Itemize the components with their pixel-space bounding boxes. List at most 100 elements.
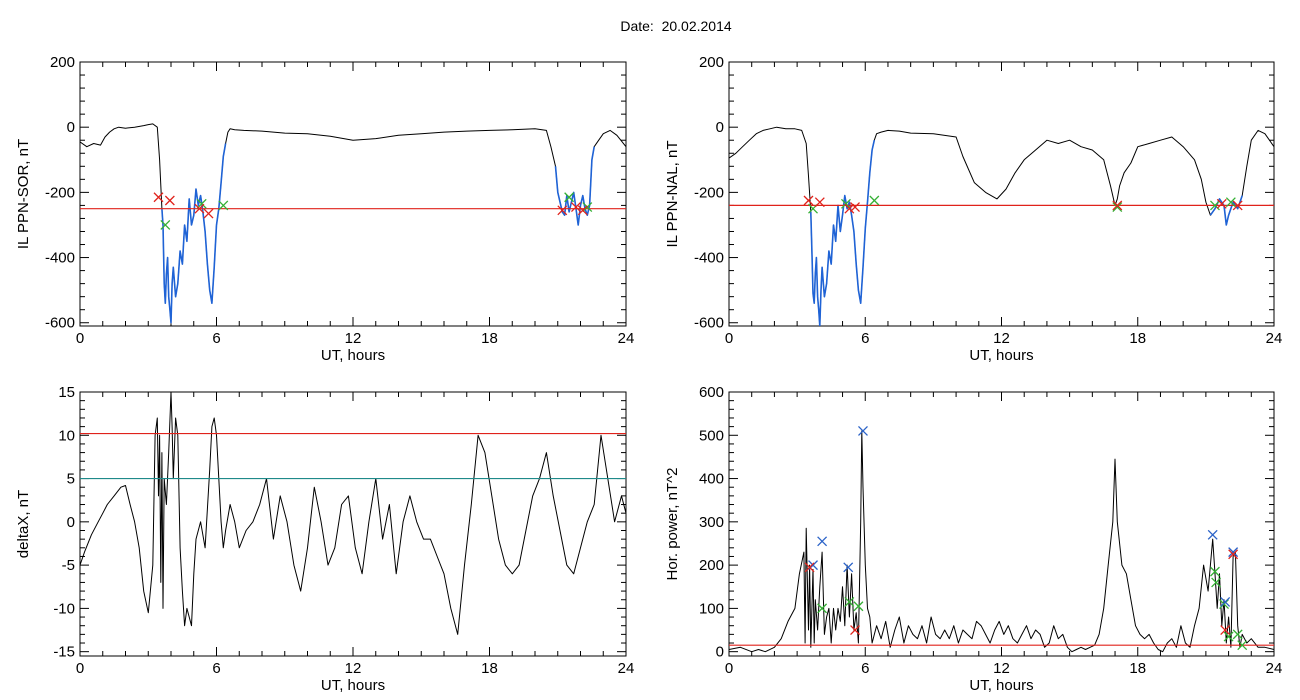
highlight-segment: [554, 146, 595, 226]
marker-red-x: [570, 202, 581, 212]
series-line: [729, 430, 1274, 653]
marker-red-x: [164, 195, 175, 206]
marker-red-x: [557, 205, 568, 216]
y-tick-label: 0: [67, 119, 75, 136]
marker-green-x: [1223, 631, 1234, 642]
y-tick-label: 600: [699, 384, 724, 401]
marker-red-x: [804, 562, 815, 573]
marker-red-x: [803, 195, 814, 206]
x-axis-label: UT, hours: [969, 677, 1033, 694]
x-tick-label: 18: [481, 660, 498, 677]
plot-frame: [79, 391, 627, 657]
x-tick-label: 6: [212, 660, 220, 677]
marker-red-x: [1232, 200, 1243, 211]
y-tick-label: -400: [694, 250, 724, 267]
y-tick-label: -400: [45, 250, 75, 267]
x-tick-label: 12: [345, 660, 362, 677]
y-axis-label: IL PPN-NAL, nT: [664, 141, 681, 248]
panel-hor-power: 0 6 12 18 24 0 100 200 300 400 500 600 UT, hours Hor.…: [664, 384, 1282, 694]
y-tick-label: 400: [699, 471, 724, 488]
marker-red-x: [850, 625, 860, 635]
date-label: Date:: [620, 18, 654, 34]
y-tick-label: 300: [699, 514, 724, 531]
marker-green-x: [844, 596, 855, 607]
y-tick-label: 200: [699, 54, 724, 71]
marker-green-x: [1211, 577, 1222, 588]
x-tick-label: 0: [76, 330, 84, 347]
plot-area: [80, 392, 626, 635]
marker-green-x: [1219, 599, 1230, 610]
marker-red-x: [844, 203, 855, 214]
marker-green-x: [218, 200, 229, 211]
marker-green-x: [582, 202, 593, 212]
figure-title: Date: 20.02.2014: [0, 18, 1300, 34]
y-axis-label: Hor. power, nT^2: [664, 468, 681, 581]
x-tick-label: 12: [993, 660, 1010, 677]
x-tick-label: 24: [618, 330, 635, 347]
marker-green-x: [840, 198, 851, 209]
marker-green-x: [1232, 629, 1243, 640]
marker-green-x: [1225, 197, 1236, 208]
panel-deltax: 0 6 12 18 24 -15 -10 -5 0 5 10 15 UT, hours deltaX, n…: [15, 384, 634, 694]
marker-red-x: [194, 203, 205, 214]
marker-green-x: [1237, 640, 1248, 651]
y-tick-label: -15: [53, 644, 75, 661]
x-tick-label: 6: [861, 330, 869, 347]
x-tick-label: 6: [861, 660, 869, 677]
x-axis-label: UT, hours: [321, 347, 385, 364]
x-tick-label: 12: [345, 330, 362, 347]
marker-red-x: [1220, 625, 1231, 635]
x-tick-label: 24: [618, 660, 635, 677]
marker-green-x: [1112, 202, 1123, 212]
x-tick-label: 18: [1129, 330, 1146, 347]
x-tick-label: 18: [1129, 660, 1146, 677]
y-axis-label: IL PPN-SOR, nT: [15, 139, 32, 249]
y-tick-label: 15: [58, 384, 75, 401]
y-tick-label: -600: [45, 315, 75, 332]
marker-green-x: [853, 601, 864, 612]
date-value: 20.02.2014: [661, 18, 732, 34]
marker-blue-x: [1207, 529, 1218, 540]
y-tick-label: -200: [45, 184, 75, 201]
y-tick-label: 0: [67, 514, 75, 531]
marker-red-x: [850, 202, 860, 212]
highlight-segment: [161, 143, 227, 324]
marker-red-x: [153, 192, 164, 203]
panel-il-ppn-nal: 0 6 12 18 24 -600 -400 -200 0 200 UT, hours IL PPN-…: [664, 54, 1282, 364]
y-tick-label: 500: [699, 427, 724, 444]
plot-area: [80, 123, 626, 324]
marker-blue-x: [1228, 547, 1239, 558]
panel-il-ppn-sor: 0 6 12 18 24 -600 -400 -200 0 200 UT, hours IL PPN-…: [15, 54, 634, 364]
y-tick-label: 5: [67, 471, 75, 488]
marker-red-x: [203, 208, 214, 219]
series-line: [80, 392, 626, 635]
y-tick-label: -600: [694, 315, 724, 332]
series-line: [80, 123, 626, 324]
y-tick-label: -10: [53, 600, 75, 617]
y-tick-label: 100: [699, 600, 724, 617]
x-tick-label: 6: [212, 330, 220, 347]
x-axis-label: UT, hours: [969, 347, 1033, 364]
marker-red-x: [577, 205, 588, 216]
marker-green-x: [564, 192, 575, 203]
x-tick-label: 0: [725, 330, 733, 347]
marker-green-x: [160, 220, 171, 230]
marker-blue-x: [817, 536, 828, 547]
x-tick-label: 18: [481, 330, 498, 347]
x-tick-label: 24: [1266, 660, 1283, 677]
plot-area: [729, 126, 1274, 326]
marker-red-x: [1112, 200, 1123, 211]
y-tick-label: 10: [58, 427, 75, 444]
marker-blue-x: [858, 425, 868, 436]
y-tick-label: -5: [62, 557, 75, 574]
highlight-segment: [810, 140, 876, 326]
marker-red-x: [1228, 549, 1239, 560]
y-axis-label: deltaX, nT: [15, 490, 32, 558]
x-tick-label: 12: [993, 330, 1010, 347]
y-tick-label: -200: [694, 184, 724, 201]
plot-area: [729, 425, 1274, 653]
marker-blue-x: [1220, 596, 1231, 607]
marker-green-x: [196, 198, 207, 209]
marker-red-x: [1216, 198, 1227, 209]
